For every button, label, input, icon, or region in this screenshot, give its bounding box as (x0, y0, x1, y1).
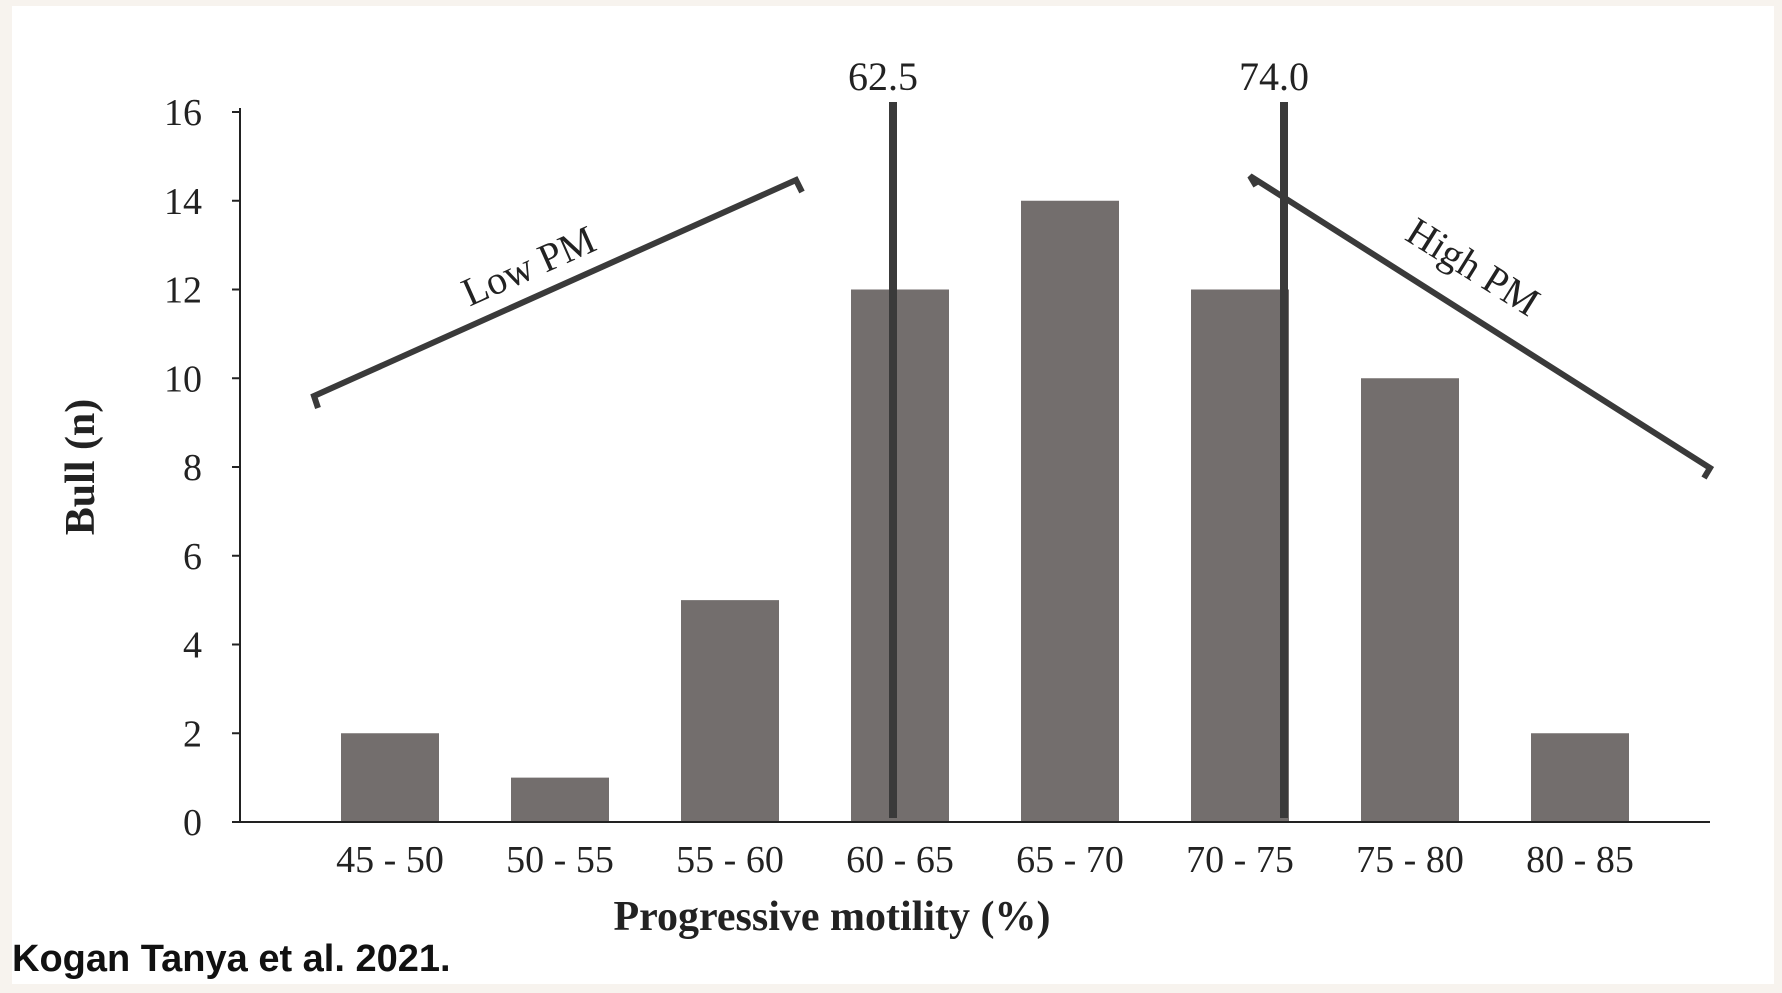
bar-70-75 (1191, 289, 1289, 822)
y-ticks-group: 0 2 4 6 8 10 12 14 16 (164, 92, 240, 844)
citation-text: Kogan Tanya et al. 2021. (12, 938, 451, 980)
chart-panel: 0 2 4 6 8 10 12 14 16 45 - 50 50 - 55 55 - 60 60 - … (12, 6, 1774, 984)
x-tick-label: 75 - 80 (1356, 839, 1464, 881)
low-pm-bracket (310, 176, 805, 409)
bar-60-65 (851, 289, 949, 822)
axes-group (239, 108, 1710, 823)
y-tick-label: 16 (164, 92, 202, 134)
x-tick-label: 50 - 55 (506, 839, 614, 881)
y-tick-label: 10 (164, 358, 202, 400)
threshold-label: 62.5 (848, 54, 918, 99)
bar-chart: 0 2 4 6 8 10 12 14 16 45 - 50 50 - 55 55 - 60 60 - … (58, 54, 1715, 940)
y-axis-title: Bull (n) (58, 399, 104, 536)
threshold-label: 74.0 (1239, 54, 1309, 99)
x-tick-label: 60 - 65 (846, 839, 954, 881)
x-ticks-group: 45 - 50 50 - 55 55 - 60 60 - 65 65 - 70 70 - … (336, 839, 1634, 881)
high-pm-bracket (1247, 173, 1715, 480)
x-tick-label: 80 - 85 (1526, 839, 1634, 881)
y-tick-label: 4 (183, 625, 202, 667)
y-tick-label: 8 (183, 447, 202, 489)
x-tick-label: 70 - 75 (1186, 839, 1294, 881)
bar-75-80 (1361, 378, 1459, 822)
y-tick-label: 6 (183, 536, 202, 578)
bar-65-70 (1021, 200, 1119, 822)
x-tick-label: 65 - 70 (1016, 839, 1124, 881)
y-tick-label: 0 (183, 802, 202, 844)
x-tick-label: 45 - 50 (336, 839, 444, 881)
y-tick-label: 2 (183, 713, 202, 755)
x-tick-label: 55 - 60 (676, 839, 784, 881)
bar-50-55 (511, 777, 609, 822)
bar-80-85 (1531, 733, 1629, 822)
x-axis-title: Progressive motility (%) (613, 894, 1050, 940)
bar-45-50 (341, 733, 439, 822)
bars-group (341, 200, 1629, 822)
thresholds-group: 62.5 74.0 (848, 54, 1309, 818)
y-tick-label: 14 (164, 181, 202, 223)
brackets-group: Low PM High PM (310, 173, 1715, 480)
high-pm-label: High PM (1399, 208, 1548, 324)
y-tick-label: 12 (164, 270, 202, 312)
bar-55-60 (681, 600, 779, 822)
